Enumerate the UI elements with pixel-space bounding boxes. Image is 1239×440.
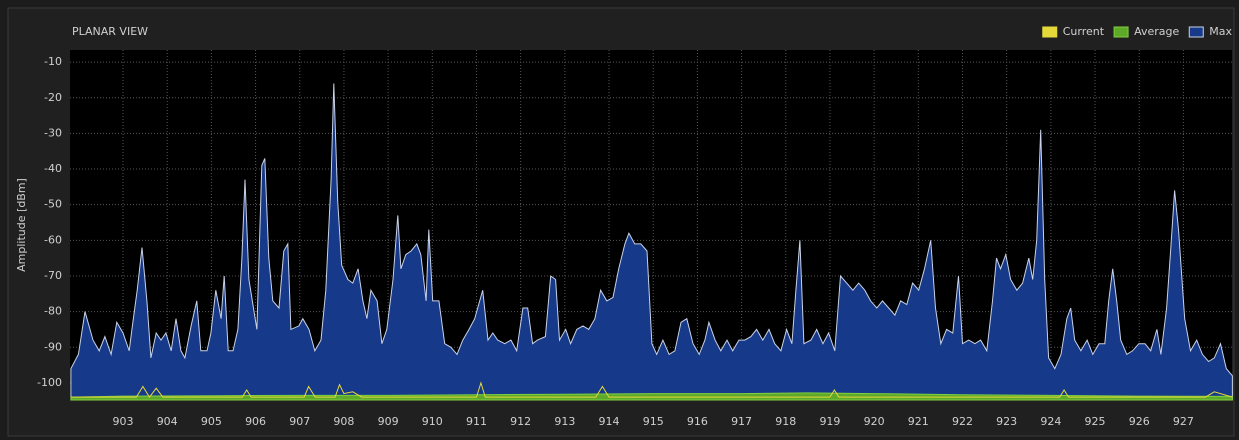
x-tick-label: 904 [157,415,178,428]
y-tick-label: -80 [44,305,62,318]
x-tick-label: 923 [996,415,1017,428]
x-tick-label: 919 [819,415,840,428]
legend-swatch [1188,26,1204,38]
x-tick-label: 906 [245,415,266,428]
x-tick-label: 927 [1173,415,1194,428]
x-tick-label: 908 [333,415,354,428]
y-tick-label: -30 [44,126,62,139]
x-tick-label: 911 [466,415,487,428]
y-axis-label: Amplitude [dBm] [15,178,28,272]
y-tick-label: -10 [44,55,62,68]
legend-label: Average [1134,25,1179,38]
x-tick-label: 920 [864,415,885,428]
series-line [70,381,1233,398]
x-tick-label: 907 [289,415,310,428]
x-tick-label: 914 [599,415,620,428]
x-tick-label: 912 [510,415,531,428]
y-tick-label: -60 [44,233,62,246]
x-tick-label: 913 [554,415,575,428]
x-tick-label: 916 [687,415,708,428]
legend-label: Current [1063,25,1105,38]
series-area [70,83,1233,401]
chart-title: PLANAR VIEW [72,25,148,38]
x-tick-label: 915 [643,415,664,428]
legend-swatch [1042,26,1058,38]
x-tick-label: 926 [1129,415,1150,428]
x-tick-label: 905 [201,415,222,428]
x-tick-label: 903 [113,415,134,428]
y-tick-label: -40 [44,162,62,175]
x-tick-label: 924 [1040,415,1061,428]
legend-swatch [1113,26,1129,38]
x-tick-label: 917 [731,415,752,428]
legend-label: Max [1209,25,1232,38]
y-tick-label: -50 [44,198,62,211]
y-tick-label: -70 [44,269,62,282]
x-tick-label: 925 [1085,415,1106,428]
x-tick-label: 921 [908,415,929,428]
y-tick-label: -20 [44,91,62,104]
x-tick-label: 918 [775,415,796,428]
x-tick-label: 909 [378,415,399,428]
x-tick-label: 910 [422,415,443,428]
y-tick-label: -100 [37,376,62,389]
x-tick-label: 922 [952,415,973,428]
y-tick-label: -90 [44,340,62,353]
